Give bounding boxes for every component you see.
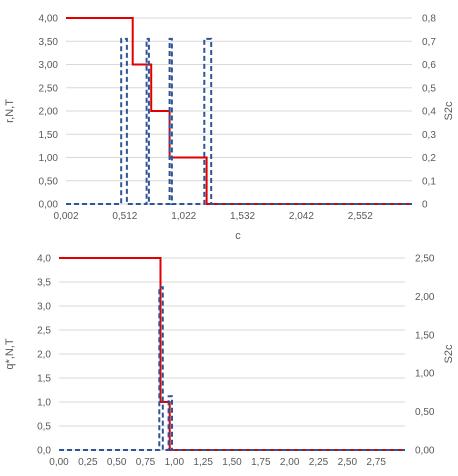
x-tick-label: 0,25 [78,457,98,468]
y-tick-label-left: 1,5 [37,374,51,385]
x-tick-label: 1,50 [222,457,242,468]
x-tick-label: 2,042 [289,211,314,222]
y-tick-label-left: 2,50 [39,83,59,94]
x-tick-label: 1,022 [171,211,196,222]
y-tick-label-right: 0,7 [422,37,436,48]
y-tick-label-left: 3,5 [37,278,51,289]
y-tick-label-left: 2,0 [37,350,51,361]
x-tick-label: 2,75 [366,457,386,468]
series-line-s2c [66,37,412,205]
y-tick-label-left: 0,50 [39,176,59,187]
y-tick-label-left: 2,00 [39,107,59,118]
y-tick-label-left: 3,0 [37,302,51,313]
y-tick-label-right: 0,50 [415,407,435,418]
y-tick-label-right: 2,00 [415,292,435,303]
y-tick-label-right: 2,50 [415,254,435,265]
x-tick-label: 0,50 [107,457,127,468]
y-tick-label-right: 0,6 [422,60,436,71]
y-tick-label-right: 1,50 [415,330,435,341]
x-tick-label: 0,00 [49,457,69,468]
x-tick-label: 2,50 [338,457,358,468]
y-tick-label-left: 4,0 [37,254,51,265]
y-tick-label-left: 0,0 [37,446,51,457]
x-tick-label: 0,512 [112,211,137,222]
x-axis-label: c [229,473,235,476]
series-line-step [59,257,405,451]
y-tick-label-right: 0,3 [422,130,436,141]
x-tick-label: 2,00 [280,457,300,468]
y-axis-label-left: r,N,T [4,99,16,123]
x-tick-label: 2,552 [348,211,373,222]
y-tick-label-left: 1,0 [37,398,51,409]
y-tick-label-left: 2,5 [37,326,51,337]
y-tick-label-right: 0 [422,200,428,211]
series-line-s2c [59,286,405,451]
x-tick-label: 1,75 [251,457,271,468]
x-tick-label: 0,002 [53,211,78,222]
x-axis-label: c [235,230,241,242]
chart-bottom: 0,0 0,5 1,0 1,5 2,0 2,5 3,0 3,5 4,0 0,00 0,50 1,00 1… [4,254,455,476]
y-tick-label-left: 0,5 [37,422,51,433]
x-tick-label: 0,75 [136,457,156,468]
y-tick-label-right: 1,00 [415,369,435,380]
y-tick-label-left: 1,00 [39,153,59,164]
y-tick-label-right: 0,1 [422,176,436,187]
x-tick-label: 1,00 [165,457,185,468]
y-tick-label-left: 3,50 [39,37,59,48]
y-tick-label-left: 4,00 [39,14,59,25]
y-axis-label-left: q*,N,T [4,338,16,369]
y-tick-label-right: 0,4 [422,107,436,118]
y-axis-label-right: S2c [443,101,455,120]
y-tick-label-right: 0,00 [415,446,435,457]
y-tick-label-left: 3,00 [39,60,59,71]
series-line-step [66,17,412,205]
x-tick-label: 2,25 [309,457,329,468]
y-tick-label-right: 0,8 [422,14,436,25]
y-tick-label-left: 0,00 [39,200,59,211]
y-tick-label-right: 0,5 [422,83,436,94]
y-axis-label-right: S2c [443,344,455,363]
x-tick-label: 1,25 [193,457,213,468]
y-tick-label-left: 1,50 [39,130,59,141]
x-tick-label: 1,532 [230,211,255,222]
chart-top: 0,00 0,50 1,00 1,50 2,00 2,50 3,00 3,50 4,00 0 0,1… [4,14,455,243]
y-tick-label-right: 0,2 [422,153,436,164]
